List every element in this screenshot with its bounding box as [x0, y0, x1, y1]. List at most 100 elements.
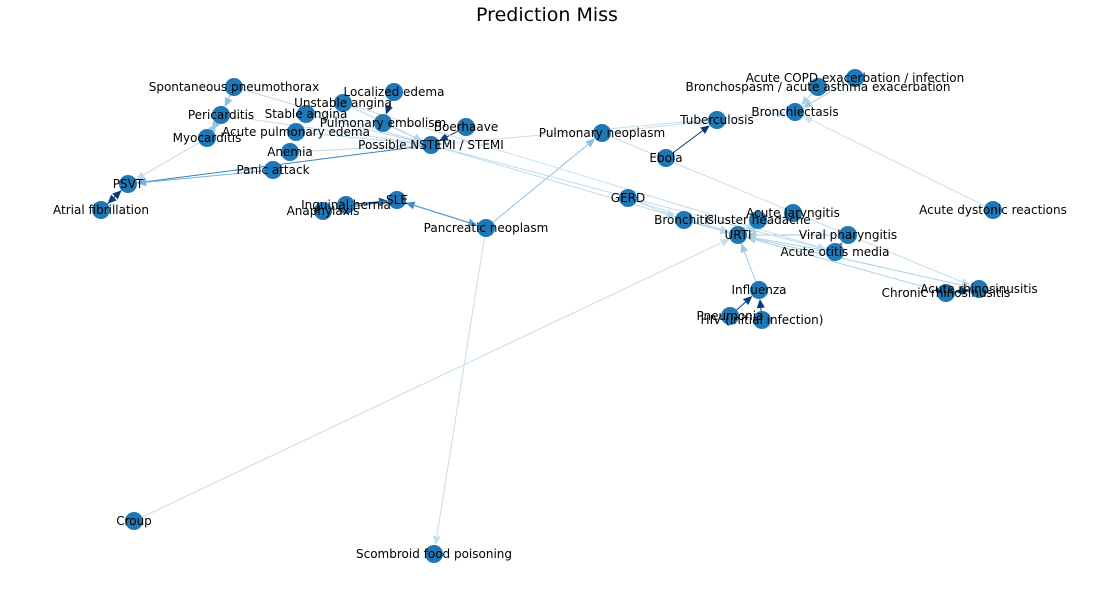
node-label-gerd: GERD — [611, 191, 645, 205]
node-acute_laryngitis[interactable] — [784, 204, 802, 222]
edge-line — [295, 131, 414, 144]
edge-arrowhead — [802, 99, 813, 108]
node-nstemi[interactable] — [422, 136, 440, 154]
node-label-acute_laryngitis: Acute laryngitis — [746, 206, 840, 220]
node-panic_attack[interactable] — [264, 161, 282, 179]
edge-arrowhead — [776, 109, 787, 118]
edge-line — [289, 145, 414, 153]
edge-arrowhead — [136, 178, 147, 187]
node-pulm_neoplasm[interactable] — [593, 124, 611, 142]
node-label-nstemi: Possible NSTEMI / STEMI — [358, 138, 504, 152]
node-ebola[interactable] — [657, 149, 675, 167]
edges-layer — [100, 77, 994, 546]
node-label-pulm_embolism: Pulmonary embolism — [320, 116, 446, 130]
edge-arrowhead — [719, 226, 730, 234]
node-label-pericarditis: Pericarditis — [188, 108, 254, 122]
node-copd[interactable] — [846, 69, 864, 87]
edge-arrowhead — [960, 278, 971, 286]
node-label-scombroid: Scombroid food poisoning — [356, 547, 512, 561]
node-influenza[interactable] — [750, 281, 768, 299]
node-myocarditis[interactable] — [198, 129, 216, 147]
node-pancreatic_neoplasm[interactable] — [477, 219, 495, 237]
edge-arrowhead — [742, 296, 753, 305]
labels-layer: Spontaneous pneumothorax Localized edemaU… — [53, 71, 1067, 561]
node-label-sle: SLE — [386, 193, 408, 207]
node-label-anaphylaxis: Anaphylaxis — [287, 204, 360, 218]
node-label-acute_pulm_edema: Acute pulmonary edema — [222, 125, 370, 139]
edge-pancreatic_neoplasm-to-pulm_neoplasm — [485, 138, 596, 229]
node-label-hiv: HIV (initial infection) — [701, 313, 824, 327]
node-label-panic_attack: Panic attack — [236, 163, 309, 177]
node-sle[interactable] — [388, 191, 406, 209]
edge-line — [755, 238, 980, 290]
edge-line — [145, 144, 432, 183]
node-afib[interactable] — [92, 201, 110, 219]
edge-myocarditis-to-psvt — [135, 137, 208, 180]
node-label-acute_otitis_media: Acute otitis media — [781, 245, 890, 259]
edge-arrowhead — [740, 243, 749, 254]
node-spont_ptx[interactable] — [225, 78, 243, 96]
node-label-acute_dystonic: Acute dystonic reactions — [919, 203, 1067, 217]
node-label-bronchitis: Bronchitis — [654, 213, 714, 227]
node-label-spont_ptx: Spontaneous pneumothorax — [149, 80, 320, 94]
node-scombroid[interactable] — [425, 545, 443, 563]
node-localized_edema[interactable] — [385, 83, 403, 101]
node-label-bronchospasm: Bronchospasm / acute asthma exacerbation — [686, 80, 951, 94]
node-label-psvt: PSVT — [113, 177, 144, 191]
node-acute_rhinosinusitis[interactable] — [970, 280, 988, 298]
node-psvt[interactable] — [119, 175, 137, 193]
edge-line — [810, 119, 994, 211]
edge-arrowhead — [224, 96, 233, 107]
edge-arrowhead — [960, 287, 971, 296]
edge-arrowhead — [700, 125, 710, 134]
node-anemia[interactable] — [281, 143, 299, 161]
edge-line — [485, 144, 589, 229]
node-inguinal_hernia[interactable] — [337, 196, 355, 214]
node-label-anemia: Anemia — [267, 145, 313, 159]
node-pneumonia[interactable] — [721, 307, 739, 325]
node-cluster_headache[interactable] — [749, 211, 767, 229]
node-label-stable_angina: Stable angina — [265, 107, 348, 121]
edge-pancreatic_neoplasm-to-scombroid — [432, 227, 487, 546]
node-croup[interactable] — [125, 512, 143, 530]
node-bronchitis[interactable] — [675, 211, 693, 229]
node-hiv[interactable] — [753, 311, 771, 329]
node-acute_dystonic[interactable] — [984, 201, 1002, 219]
node-stable_angina[interactable] — [297, 105, 315, 123]
edge-arrowhead — [746, 235, 757, 244]
node-acute_pulm_edema[interactable] — [287, 123, 305, 141]
node-pulm_embolism[interactable] — [374, 114, 392, 132]
edge-line — [601, 121, 700, 134]
edge-arrowhead — [585, 138, 596, 148]
node-urti[interactable] — [729, 226, 747, 244]
node-anaphylaxis[interactable] — [314, 202, 332, 220]
node-unstable_angina[interactable] — [334, 94, 352, 112]
node-bronchiectasis[interactable] — [786, 103, 804, 121]
node-viral_pharyngitis[interactable] — [839, 226, 857, 244]
edge-arrowhead — [378, 198, 389, 207]
node-boerhaave[interactable] — [457, 118, 475, 136]
edge-pulm_neoplasm-to-tuberculosis — [601, 118, 709, 134]
node-bronchospasm[interactable] — [809, 78, 827, 96]
node-label-unstable_angina: Unstable angina — [294, 96, 392, 110]
node-label-acute_rhinosinusitis: Acute rhinosinusitis — [920, 282, 1037, 296]
edge-line — [143, 137, 208, 176]
node-acute_otitis_media[interactable] — [826, 243, 844, 261]
node-label-chronic_rhinosinusitis: Chronic rhinosinusitis — [882, 286, 1011, 300]
node-label-ebola: Ebola — [649, 151, 682, 165]
edge-line — [133, 242, 722, 522]
edge-croup-to-urti — [133, 238, 730, 522]
edge-panic_attack-to-psvt — [136, 169, 274, 187]
edge-arrowhead — [135, 171, 146, 180]
node-tuberculosis[interactable] — [708, 111, 726, 129]
edge-arrowhead — [803, 115, 813, 124]
edge-arrowhead — [432, 535, 441, 546]
edge-line — [627, 197, 722, 230]
node-chronic_rhinosinusitis[interactable] — [937, 284, 955, 302]
node-label-pulm_neoplasm: Pulmonary neoplasm — [539, 126, 665, 140]
node-gerd[interactable] — [619, 189, 637, 207]
node-label-afib: Atrial fibrillation — [53, 203, 149, 217]
node-label-bronchiectasis: Bronchiectasis — [751, 105, 838, 119]
node-pericarditis[interactable] — [212, 106, 230, 124]
